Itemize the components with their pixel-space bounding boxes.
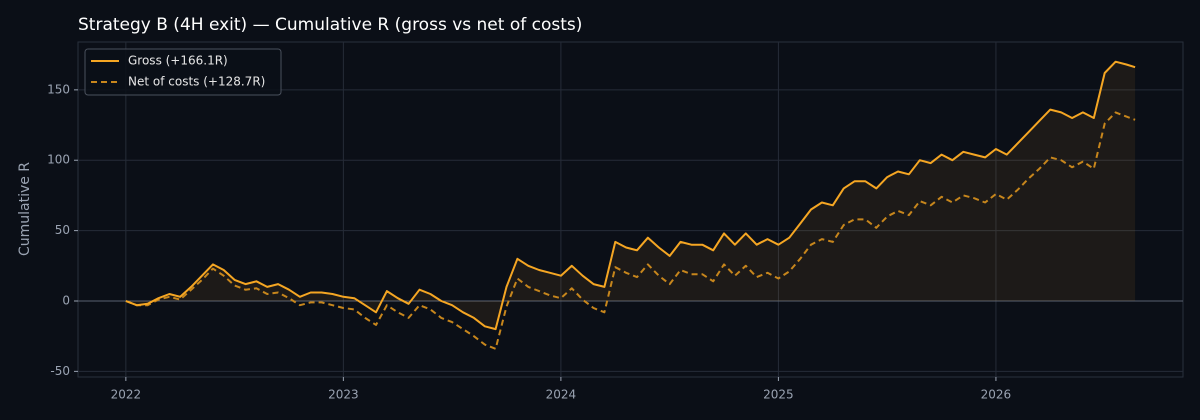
series-line (125, 60, 1136, 331)
x-tick-label: 2023 (328, 388, 359, 402)
y-tick-label: -50 (50, 364, 70, 378)
x-tick-label: 2022 (111, 388, 142, 402)
y-axis-label: Cumulative R (17, 162, 33, 256)
legend-box (84, 48, 282, 96)
y-tick-label: 50 (55, 223, 70, 237)
legend-label: Gross (+166.1R) (128, 54, 228, 68)
legend-label: Net of costs (+128.7R) (128, 75, 265, 89)
x-tick-label: 2025 (763, 388, 794, 402)
y-tick-label: 0 (62, 293, 70, 307)
x-tick-label: 2026 (981, 388, 1012, 402)
y-tick-label: 150 (47, 82, 70, 96)
y-tick-label: 100 (47, 153, 70, 167)
x-tick-label: 2024 (546, 388, 577, 402)
chart-title: Strategy B (4H exit) — Cumulative R (gro… (78, 15, 582, 35)
plot-area (77, 41, 1184, 378)
series-line (125, 111, 1136, 350)
gross-area (125, 61, 1136, 330)
